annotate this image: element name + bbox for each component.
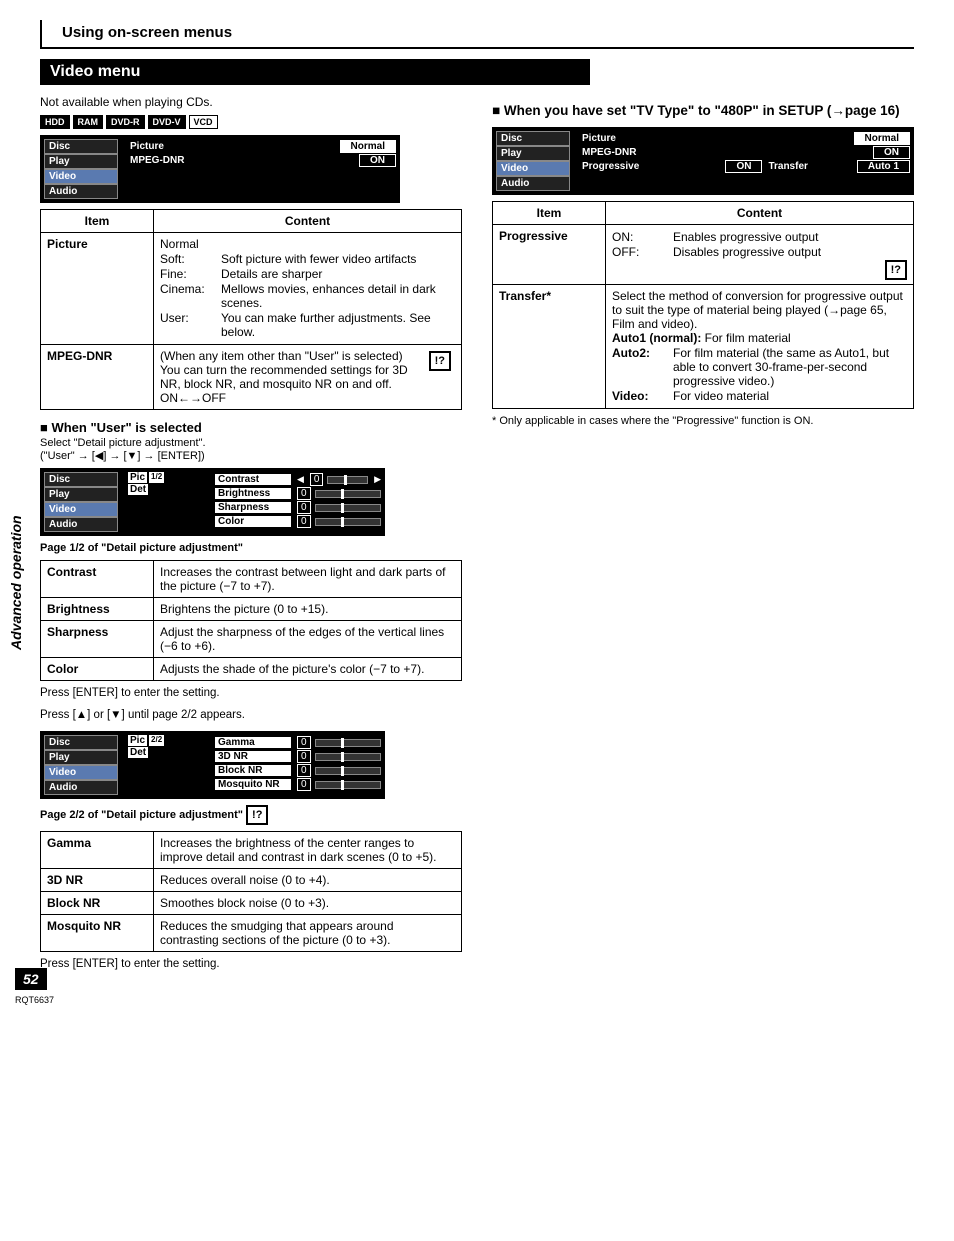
format-badge: VCD [189, 115, 218, 129]
sidebar-section-label: Advanced operation [8, 515, 24, 650]
user-sub2: ("User" → [◀] → [▼] → [ENTER]) [40, 449, 462, 462]
note-icon: !? [429, 351, 451, 371]
detail-p2-table: GammaIncreases the brightness of the cen… [40, 831, 462, 952]
p2-caption: Page 2/2 of "Detail picture adjustment" … [40, 805, 462, 825]
format-badge: RAM [73, 115, 104, 129]
user-selected-heading: When "User" is selected [40, 420, 462, 435]
osd-tab: Play [496, 146, 570, 161]
row-progressive: Progressive [493, 225, 606, 285]
osd-detail-p2: DiscPlayVideoAudio Pic 2/2 Det Gamma03D … [40, 731, 385, 799]
table-row-item: Gamma [41, 832, 154, 869]
section-heading: Video menu [40, 59, 590, 85]
table-row-body: Reduces overall noise (0 to +4). [154, 869, 462, 892]
osd-tab: Disc [496, 131, 570, 146]
osd-tab: Disc [44, 139, 118, 154]
osd-slider-row: Color0 [215, 515, 381, 528]
osd-slider-row: Brightness0 [215, 487, 381, 500]
cd-note: Not available when playing CDs. [40, 95, 462, 109]
osd-tab: Disc [44, 472, 118, 487]
format-badge: HDD [40, 115, 70, 129]
osd-tab: Video [44, 765, 118, 780]
video-menu-table: ItemContent Picture Normal Soft:Soft pic… [40, 209, 462, 410]
table-row-body: Smoothes block noise (0 to +3). [154, 892, 462, 915]
table-row-body: Increases the contrast between light and… [154, 561, 462, 598]
row-mpeg-dnr: MPEG-DNR [41, 345, 154, 410]
table-row-item: 3D NR [41, 869, 154, 892]
osd-tab: Video [44, 502, 118, 517]
osd-slider-row: Gamma0 [215, 736, 381, 749]
osd-tab: Disc [44, 735, 118, 750]
osd-tab: Audio [496, 176, 570, 191]
osd-tab: Audio [44, 780, 118, 795]
table-row-body: Adjusts the shade of the picture's color… [154, 658, 462, 681]
press-enter-2: Press [ENTER] to enter the setting. [40, 958, 462, 970]
right-column: When you have set "TV Type" to "480P" in… [492, 91, 914, 427]
osd-slider-row: 3D NR0 [215, 750, 381, 763]
format-badge: DVD-V [148, 115, 186, 129]
osd-tab: Play [44, 154, 118, 169]
table-row-item: Brightness [41, 598, 154, 621]
user-sub1: Select "Detail picture adjustment". [40, 437, 462, 449]
row-picture: Picture [41, 233, 154, 345]
osd-tab: Audio [44, 184, 118, 199]
press-enter-1: Press [ENTER] to enter the setting. [40, 687, 462, 699]
osd-tab: Audio [44, 517, 118, 532]
p1-caption: Page 1/2 of "Detail picture adjustment" [40, 542, 462, 554]
table-row-item: Contrast [41, 561, 154, 598]
format-badge: DVD-R [106, 115, 145, 129]
table-row-body: Reduces the smudging that appears around… [154, 915, 462, 952]
left-column: Not available when playing CDs. HDDRAMDV… [40, 91, 462, 980]
progressive-table: ItemContent Progressive ON:Enables progr… [492, 201, 914, 409]
table-row-item: Mosquito NR [41, 915, 154, 952]
table-row-item: Sharpness [41, 621, 154, 658]
press-page: Press [▲] or [▼] until page 2/2 appears. [40, 709, 462, 721]
osd-slider-row: Sharpness0 [215, 501, 381, 514]
table-row-item: Color [41, 658, 154, 681]
osd-progressive: DiscPlayVideoAudio PictureNormalMPEG-DNR… [492, 127, 914, 195]
osd-slider-row: Contrast0 [215, 473, 381, 486]
osd-tab: Play [44, 750, 118, 765]
note-icon: !? [246, 805, 268, 825]
format-badges: HDDRAMDVD-RDVD-VVCD [40, 115, 462, 129]
osd-tab: Video [44, 169, 118, 184]
note-icon: !? [885, 260, 907, 280]
osd-video-menu: DiscPlayVideoAudio PictureNormalMPEG-DNR… [40, 135, 400, 203]
table-row-body: Increases the brightness of the center r… [154, 832, 462, 869]
table-row-body: Adjust the sharpness of the edges of the… [154, 621, 462, 658]
progressive-footnote: * Only applicable in cases where the "Pr… [492, 415, 914, 427]
table-row-item: Block NR [41, 892, 154, 915]
page-number: 52 [15, 968, 47, 990]
detail-p1-table: ContrastIncreases the contrast between l… [40, 560, 462, 681]
osd-slider-row: Block NR0 [215, 764, 381, 777]
page-title: Using on-screen menus [40, 20, 914, 47]
osd-slider-row: Mosquito NR0 [215, 778, 381, 791]
tv-type-heading: When you have set "TV Type" to "480P" in… [492, 101, 914, 121]
table-row-body: Brightens the picture (0 to +15). [154, 598, 462, 621]
row-transfer: Transfer* [493, 285, 606, 409]
osd-detail-p1: DiscPlayVideoAudio Pic 1/2 Det Contrast0… [40, 468, 385, 536]
osd-tab: Video [496, 161, 570, 176]
osd-tab: Play [44, 487, 118, 502]
document-code: RQT6637 [15, 995, 54, 1005]
